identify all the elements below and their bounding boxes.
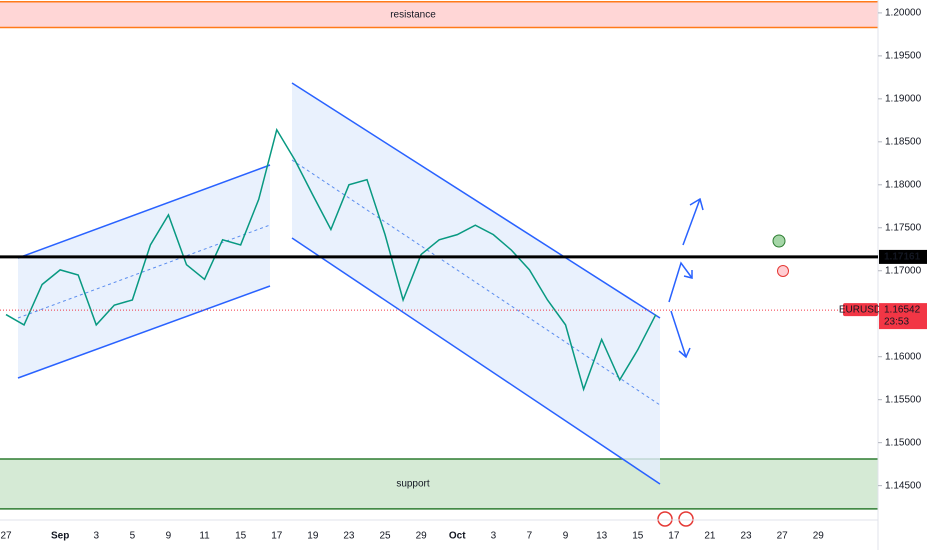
zone [0,458,878,509]
arrow [682,198,701,246]
zone-label: support [396,479,430,490]
x-tick-label: 23 [343,531,355,542]
plot [5,127,657,392]
y-tick-label: 1.20000 [885,8,922,19]
x-tick-label: 25 [379,531,391,542]
event-icon[interactable] [657,511,673,527]
stop-marker [777,265,789,277]
x-tick-label: 15 [235,531,247,542]
price-line [5,127,657,392]
event-icon[interactable] [678,511,694,527]
y-tick-label: 1.17500 [885,222,922,233]
x-tick-label: 29 [416,531,428,542]
channel-fill [292,83,660,484]
x-tick-label: 9 [166,531,172,542]
x-tick-label: 23 [740,531,752,542]
channel-midline [291,159,661,406]
y-tick-label: 1.14500 [885,480,922,491]
x-tick-label: Sep [51,531,69,542]
last-price-label: 1.16542 [884,305,921,316]
x-tick-label: 3 [93,531,99,542]
x-tick-label: 17 [668,531,680,542]
x-tick-label: 13 [596,531,608,542]
x-tick-label: 5 [130,531,136,542]
y-tick-label: 1.18500 [885,136,922,147]
arrow-head [678,347,691,359]
x-tick-label: 9 [563,531,569,542]
y-tick-label: 1.19000 [885,93,922,104]
x-tick-label: 11 [199,531,210,542]
arrow [670,310,687,358]
channel-line [291,237,661,485]
arrow [668,261,693,303]
y-tick-label: 1.15000 [885,437,922,448]
level-label-bg [879,249,927,264]
y-tick-label: 1.19500 [885,51,922,62]
last-price-bg [879,303,927,330]
projection-arrows [668,197,704,359]
x-tick-label: 21 [704,531,716,542]
arrow-head [683,270,693,279]
zone-label: resistance [390,9,436,20]
x-tick-label: Oct [449,531,466,542]
y-tick-label: 1.18000 [885,179,922,190]
x-tick-label: 3 [491,531,497,542]
x-tick-label: 17 [271,531,283,542]
channel-line [17,285,271,379]
arrow-head [689,197,704,211]
y-tick-label: 1.15500 [885,394,922,405]
target-marker [772,234,786,248]
x-tick-label: 27 [0,531,12,542]
x-tick-label: 19 [307,531,319,542]
zone [0,1,878,28]
level-label: 1.17161 [884,252,921,263]
y-tick-label: 1.16000 [885,351,922,362]
symbol-label: EURUSD [839,305,881,316]
x-tick-label: 29 [813,531,825,542]
x-tick-label: 15 [632,531,644,542]
countdown-label: 23:53 [884,317,909,328]
zones: resistance support [0,0,878,510]
channel-midline [17,224,271,319]
symbol-label-bg [843,303,878,317]
y-tick-label: 1.17000 [885,265,922,276]
channel-line [17,164,271,259]
x-tick-label: 7 [527,531,533,542]
channel-line [291,82,661,319]
x-tick-label: 27 [777,531,789,542]
